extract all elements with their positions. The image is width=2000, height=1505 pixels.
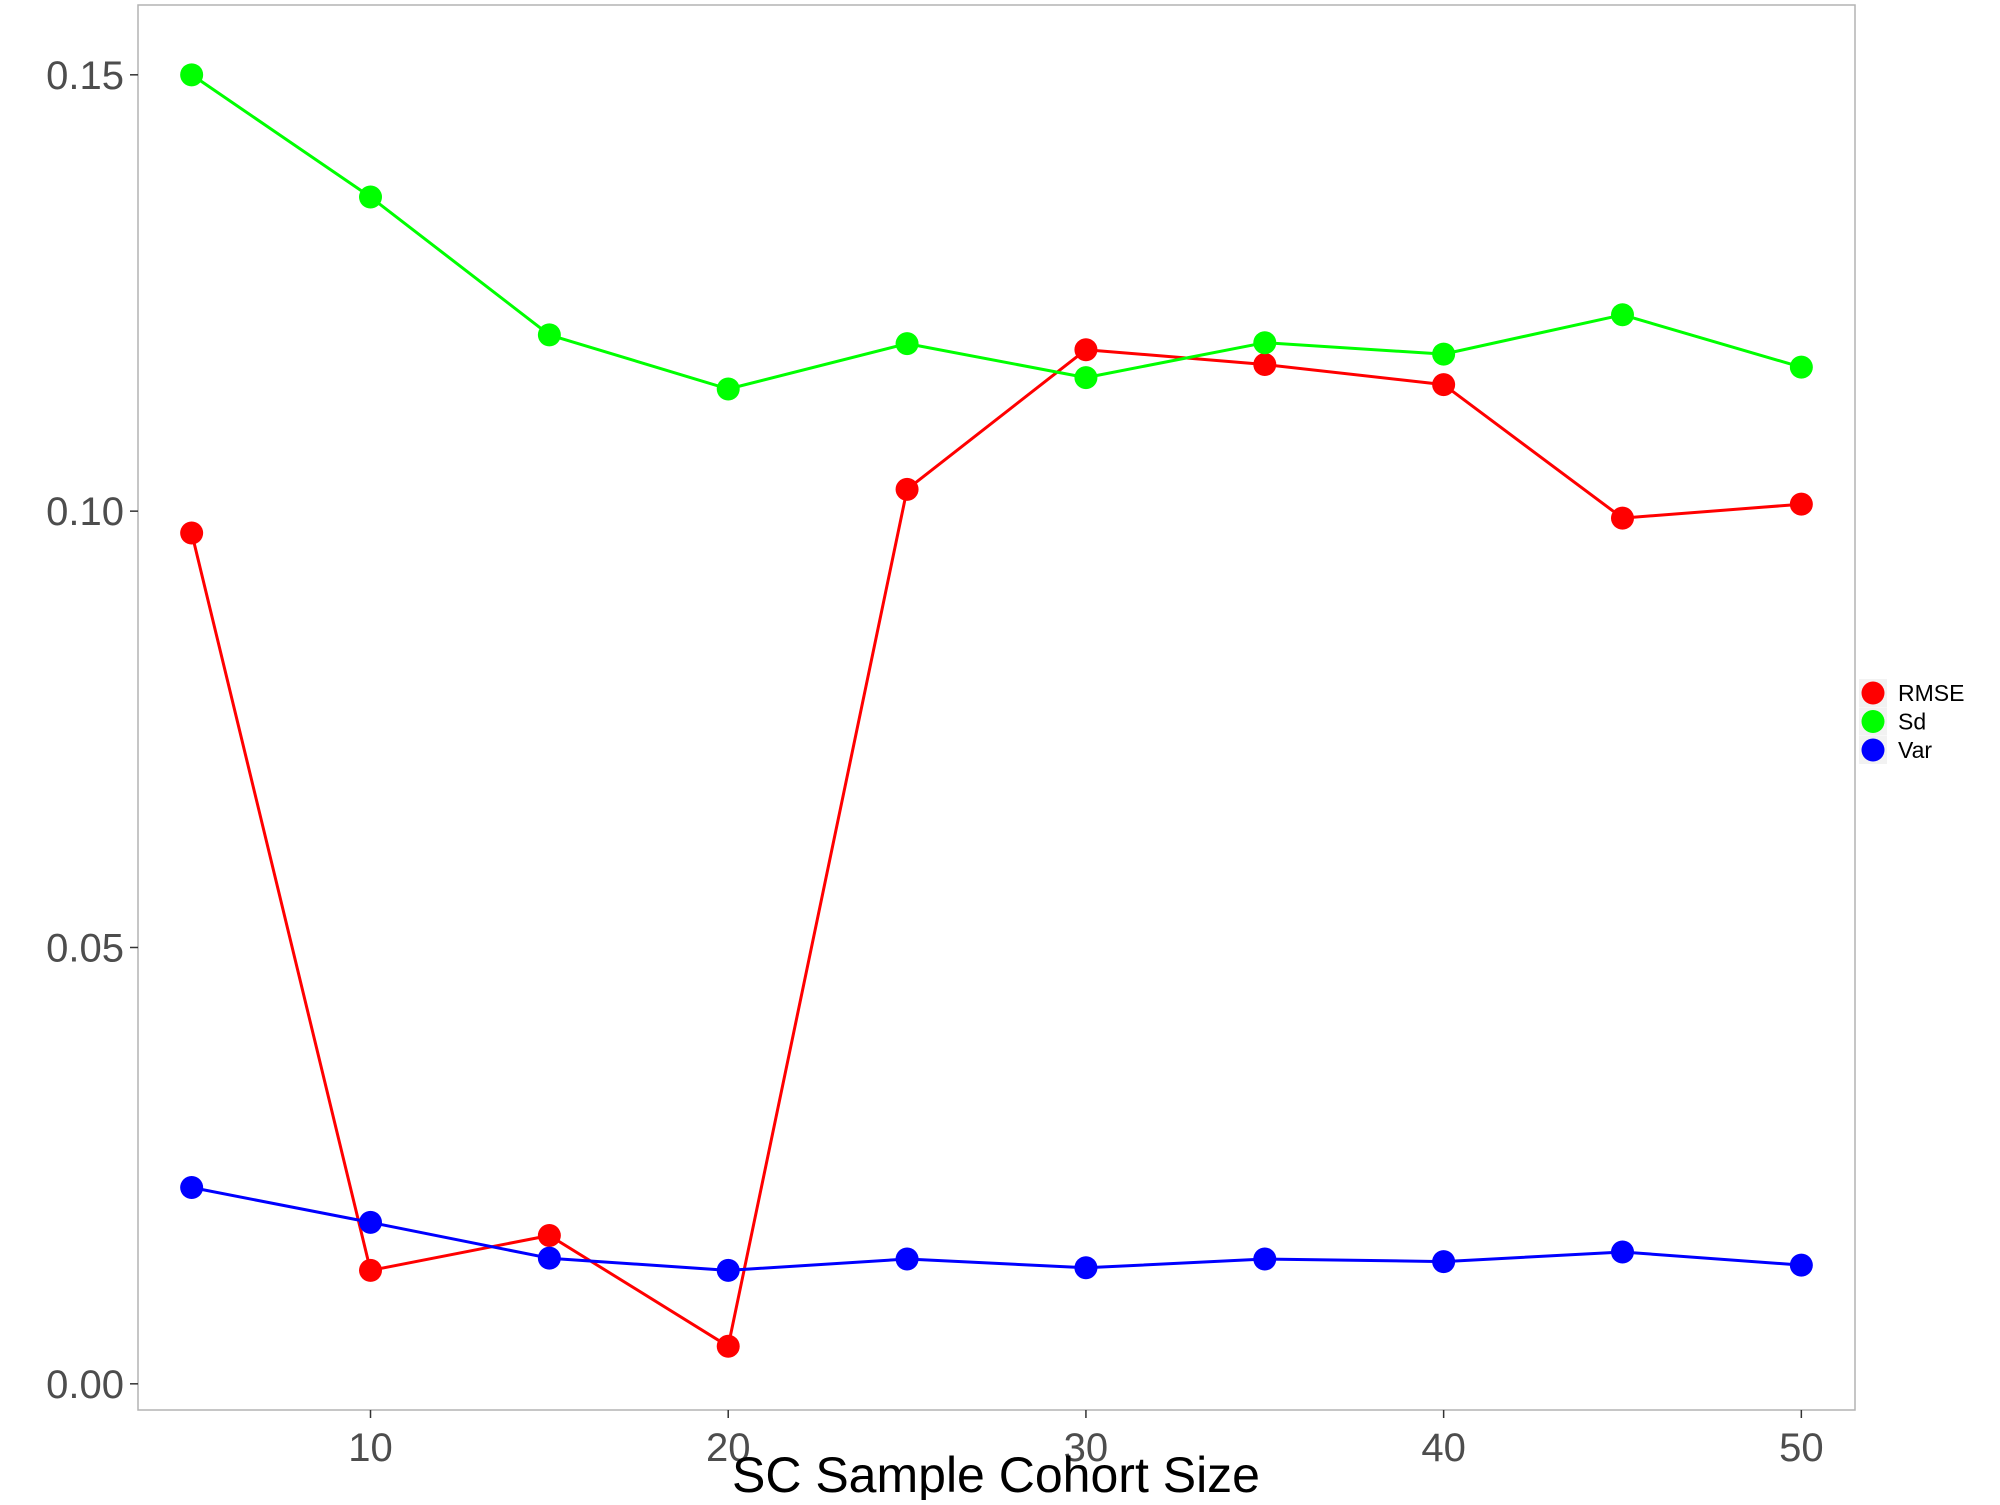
- point-rmse: [180, 521, 204, 545]
- point-sd: [1253, 331, 1277, 355]
- y-tick-label: 0.15: [46, 54, 124, 98]
- point-sd: [1074, 366, 1098, 390]
- point-sd: [537, 323, 561, 347]
- legend-swatch-rmse: [1861, 681, 1885, 705]
- x-axis-title: SC Sample Cohort Size: [732, 1447, 1260, 1500]
- point-rmse: [1432, 373, 1456, 397]
- point-rmse: [1253, 353, 1277, 377]
- point-sd: [180, 63, 204, 87]
- legend-swatch-var: [1861, 738, 1885, 762]
- point-rmse: [716, 1334, 740, 1358]
- point-var: [1074, 1256, 1098, 1280]
- legend-swatch-sd: [1861, 710, 1885, 733]
- point-rmse: [895, 477, 919, 501]
- y-axis: 0.00 0.05 0.10 0.15: [46, 54, 138, 1407]
- point-var: [180, 1175, 204, 1199]
- point-rmse: [1610, 506, 1634, 530]
- point-var: [1432, 1250, 1456, 1274]
- point-var: [895, 1247, 919, 1271]
- y-tick-label: 0.10: [46, 490, 124, 534]
- point-sd: [1789, 355, 1813, 379]
- point-var: [1253, 1247, 1277, 1271]
- point-sd: [359, 185, 383, 209]
- point-var: [537, 1246, 561, 1270]
- legend-label-sd: Sd: [1898, 709, 1926, 735]
- x-tick-label: 20: [706, 1426, 751, 1470]
- series-points: [180, 63, 1813, 1358]
- point-var: [1789, 1253, 1813, 1277]
- legend-label-rmse: RMSE: [1898, 680, 1964, 706]
- series-line-sd: [190, 73, 1802, 391]
- x-tick-label: 30: [1064, 1426, 1109, 1470]
- series-lines: [190, 73, 1802, 1348]
- x-tick-label: 40: [1421, 1426, 1466, 1470]
- legend-label-var: Var: [1898, 737, 1932, 763]
- y-tick-label: 0.00: [46, 1363, 124, 1407]
- point-sd: [895, 332, 919, 356]
- x-tick-label: 50: [1779, 1426, 1824, 1470]
- series-line-var: [191, 1186, 1802, 1272]
- point-var: [1610, 1240, 1634, 1264]
- point-sd: [1610, 303, 1634, 327]
- point-sd: [716, 377, 740, 401]
- x-axis: 10 20 30 40 50: [348, 1410, 1824, 1470]
- series-line-rmse: [190, 348, 1802, 1348]
- x-tick-label: 10: [348, 1426, 393, 1470]
- point-sd: [1432, 342, 1456, 366]
- y-tick-label: 0.05: [46, 926, 124, 970]
- point-rmse: [537, 1223, 561, 1247]
- point-rmse: [1789, 492, 1813, 516]
- point-var: [716, 1258, 740, 1282]
- point-rmse: [359, 1258, 383, 1282]
- point-rmse: [1074, 338, 1098, 362]
- point-var: [359, 1210, 383, 1234]
